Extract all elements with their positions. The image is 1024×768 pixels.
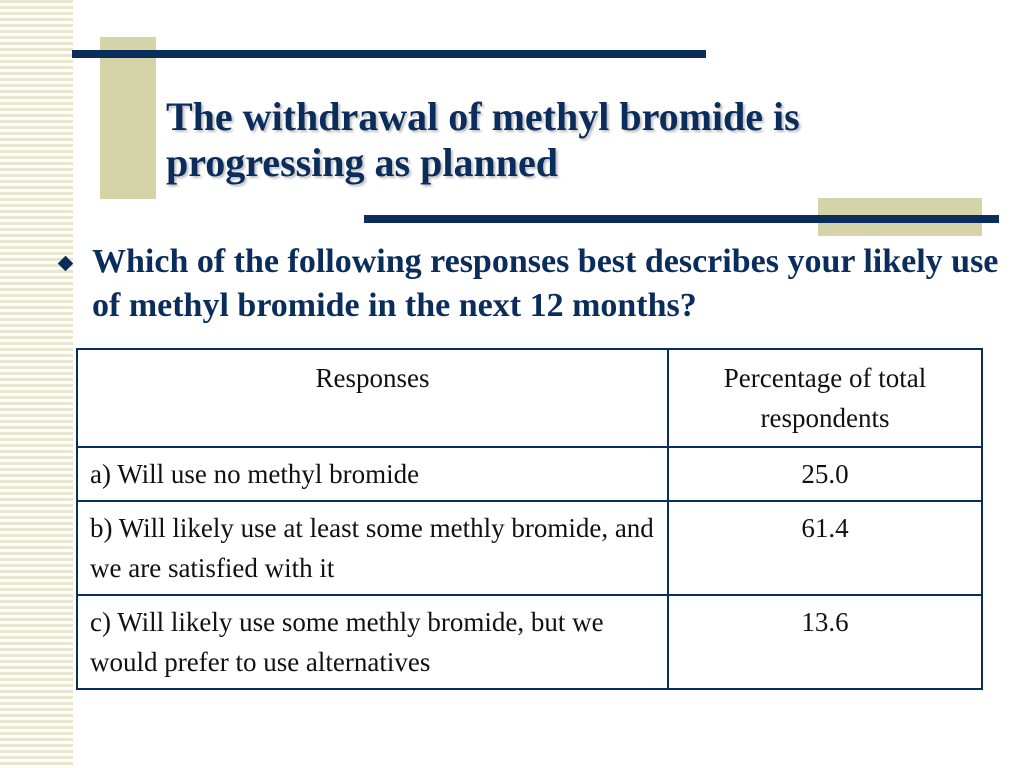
percentage-cell: 13.6: [667, 594, 983, 690]
top-rule: [72, 50, 706, 58]
response-cell: c) Will likely use some methly bromide, …: [76, 594, 669, 690]
table-row: c) Will likely use some methly bromide, …: [76, 594, 983, 690]
percentage-cell: 25.0: [667, 446, 983, 502]
decorative-stripes: [0, 0, 73, 768]
survey-question: Which of the following responses best de…: [92, 243, 999, 324]
slide-title: The withdrawal of methyl bromide is prog…: [166, 94, 800, 185]
header-responses: Responses: [76, 348, 669, 448]
survey-results-table: Responses Percentage of total respondent…: [76, 348, 983, 690]
percentage-cell: 61.4: [667, 500, 983, 596]
header-percentage: Percentage of total respondents: [667, 348, 983, 448]
bottom-rule: [364, 215, 999, 223]
table-header-row: Responses Percentage of total respondent…: [76, 348, 983, 448]
title-accent-block: [100, 37, 156, 199]
response-cell: b) Will likely use at least some methly …: [76, 500, 669, 596]
table-row: a) Will use no methyl bromide 25.0: [76, 446, 983, 502]
table-row: b) Will likely use at least some methly …: [76, 500, 983, 596]
response-cell: a) Will use no methyl bromide: [76, 446, 669, 502]
